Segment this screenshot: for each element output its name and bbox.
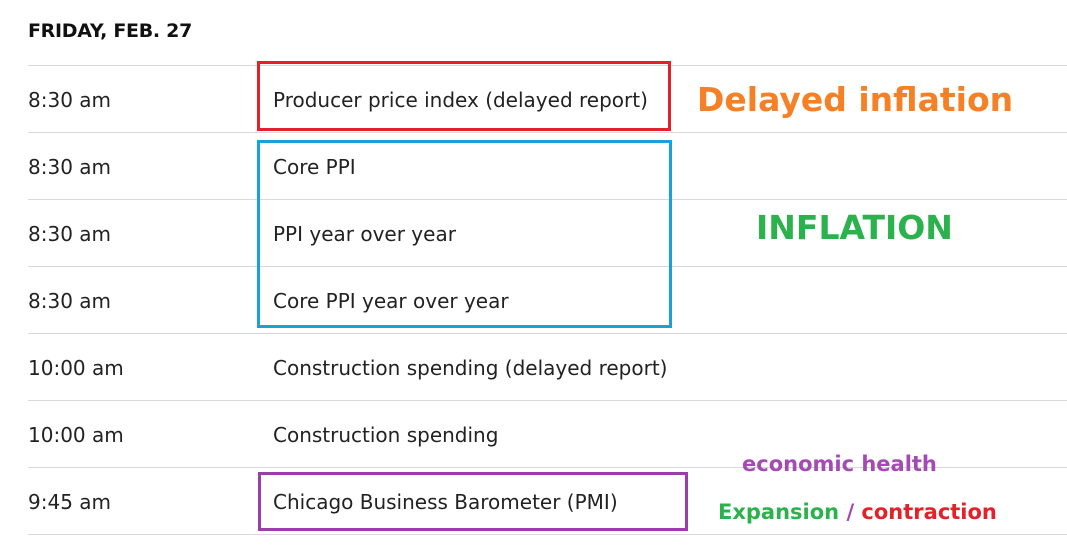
row-divider — [28, 400, 1067, 401]
row-divider — [28, 132, 1067, 133]
day-heading: FRIDAY, FEB. 27 — [28, 20, 192, 42]
row-divider — [28, 467, 1067, 468]
row-time: 9:45 am — [28, 490, 112, 514]
row-event: Construction spending (delayed report) — [273, 356, 668, 380]
row-time: 8:30 am — [28, 88, 112, 112]
row-time: 8:30 am — [28, 289, 112, 313]
row-event: Core PPI — [273, 155, 356, 179]
annotation-expansion: Expansion — [718, 500, 840, 524]
row-time: 8:30 am — [28, 155, 112, 179]
annotation-slash: / — [846, 500, 855, 524]
row-divider — [28, 199, 1067, 200]
annotation-delayed-inflation: Delayed inflation — [697, 80, 1014, 119]
annotation-expansion-contraction: Expansion / contraction — [718, 500, 997, 524]
row-time: 10:00 am — [28, 423, 124, 447]
highlight-box-economic-health — [258, 472, 688, 531]
row-event: Producer price index (delayed report) — [273, 88, 648, 112]
row-event: Chicago Business Barometer (PMI) — [273, 490, 618, 514]
row-time: 8:30 am — [28, 222, 112, 246]
row-event: PPI year over year — [273, 222, 456, 246]
row-event: Core PPI year over year — [273, 289, 509, 313]
annotation-contraction: contraction — [861, 500, 997, 524]
highlight-box-inflation — [257, 140, 672, 328]
row-divider — [28, 266, 1067, 267]
row-divider — [28, 534, 1067, 535]
annotation-economic-health: economic health — [742, 452, 937, 476]
row-divider — [28, 333, 1067, 334]
row-event: Construction spending — [273, 423, 499, 447]
row-divider — [28, 65, 1067, 66]
annotation-inflation: INFLATION — [756, 208, 953, 247]
row-time: 10:00 am — [28, 356, 124, 380]
highlight-box-delayed-inflation — [257, 61, 671, 131]
